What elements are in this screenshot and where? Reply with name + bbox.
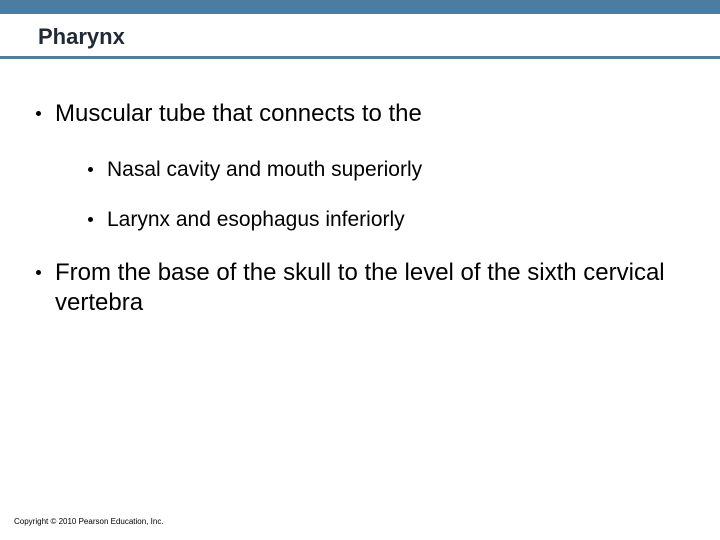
bullet-dot [36, 270, 41, 275]
bullet-level2: Larynx and esophagus inferiorly [30, 207, 690, 233]
bullet-level1: Muscular tube that connects to the [30, 99, 690, 129]
copyright-notice: Copyright © 2010 Pearson Education, Inc. [14, 517, 164, 526]
slide-content: Muscular tube that connects to the Nasal… [0, 59, 720, 318]
bullet-dot [88, 167, 93, 172]
bullet-level1: From the base of the skull to the level … [30, 258, 690, 318]
bullet-text: From the base of the skull to the level … [55, 258, 690, 318]
slide-title: Pharynx [38, 24, 720, 50]
bullet-text: Larynx and esophagus inferiorly [107, 207, 405, 233]
top-accent-bar [0, 0, 720, 14]
bullet-level2: Nasal cavity and mouth superiorly [30, 157, 690, 183]
bullet-text: Muscular tube that connects to the [55, 99, 422, 129]
bullet-dot [88, 217, 93, 222]
title-area: Pharynx [0, 14, 720, 56]
bullet-text: Nasal cavity and mouth superiorly [107, 157, 422, 183]
bullet-dot [36, 111, 41, 116]
